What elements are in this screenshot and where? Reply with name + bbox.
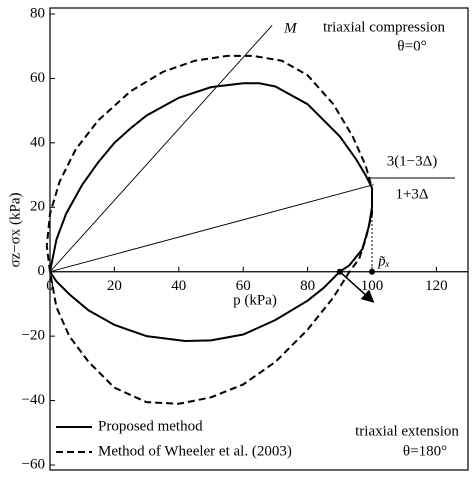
guide-label: M bbox=[283, 21, 298, 37]
annotation: θ=180° bbox=[403, 443, 447, 459]
legend-label: Method of Wheeler et al. (2003) bbox=[98, 443, 292, 459]
y-tick-label: 0 bbox=[38, 263, 46, 279]
x-tick-label: 80 bbox=[300, 278, 315, 294]
y-tick-label: −20 bbox=[22, 328, 45, 344]
x-axis-label: p (kPa) bbox=[233, 292, 277, 308]
series-line bbox=[49, 82, 373, 342]
point bbox=[336, 268, 343, 275]
y-tick-label: 60 bbox=[30, 70, 45, 86]
plot-frame bbox=[49, 7, 469, 471]
annotation: p̃ₓ bbox=[377, 253, 390, 269]
annotation: θ=0° bbox=[397, 38, 426, 54]
guide-line bbox=[49, 24, 273, 273]
annotation: triaxial extension bbox=[355, 423, 459, 439]
guide-line bbox=[49, 184, 374, 273]
y-tick-label: 20 bbox=[30, 199, 45, 215]
x-tick-label: 0 bbox=[46, 278, 54, 294]
y-tick-label: −60 bbox=[22, 456, 45, 472]
y-tick-label: 40 bbox=[30, 134, 45, 150]
arrow bbox=[339, 271, 375, 303]
annotation: 3(1−3Δ) bbox=[387, 153, 438, 169]
series-line bbox=[45, 54, 373, 405]
x-tick-label: 40 bbox=[171, 278, 186, 294]
point bbox=[369, 268, 375, 275]
annotation: 1+3Δ bbox=[395, 186, 428, 202]
legend-label: Proposed method bbox=[98, 418, 203, 434]
x-tick-label: 100 bbox=[361, 278, 384, 294]
annotation: triaxial compression bbox=[323, 19, 446, 35]
y-axis-label: σz−σx (kPa) bbox=[7, 192, 23, 267]
x-tick-label: 20 bbox=[107, 278, 122, 294]
x-tick-label: 120 bbox=[425, 278, 448, 294]
x-tick-label: 60 bbox=[236, 278, 251, 294]
y-tick-label: −40 bbox=[22, 392, 45, 408]
y-tick-label: 80 bbox=[30, 5, 45, 21]
